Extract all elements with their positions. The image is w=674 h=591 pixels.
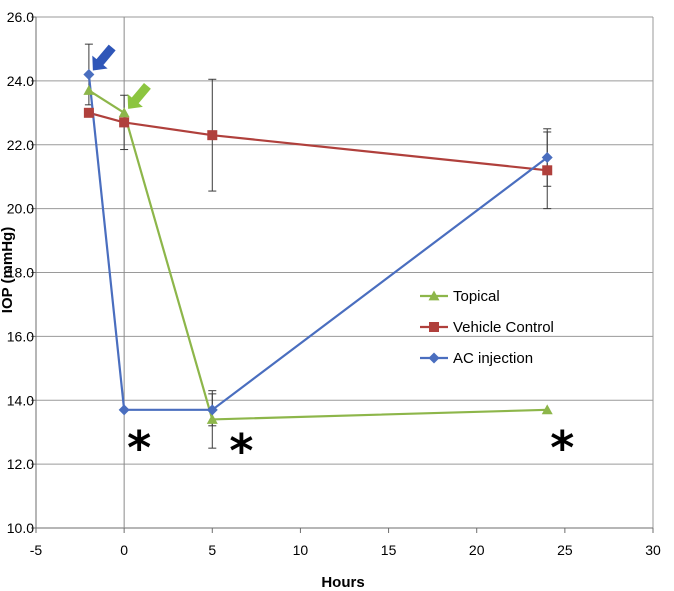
legend: Topical Vehicle Control AC injection <box>420 288 554 367</box>
y-tick-label: 14.0 <box>7 392 34 408</box>
data-point-vehicle-control <box>207 130 218 141</box>
data-point-ac-injection <box>541 152 553 164</box>
y-axis-title: IOP (mmHg) <box>0 227 16 313</box>
legend-label-topical: Topical <box>453 288 500 305</box>
y-tick-label: 12.0 <box>7 456 34 472</box>
significance-star: * <box>550 421 574 475</box>
legend-label-vehicle-control: Vehicle Control <box>453 319 554 336</box>
legend-marker-ac-injection <box>428 352 440 364</box>
error-bars <box>84 43 552 449</box>
data-point-topical <box>206 413 218 424</box>
arrow-shape <box>92 44 116 71</box>
x-tick-labels: -5 0 5 10 15 20 25 30 <box>30 542 661 558</box>
y-tick-label: 10.0 <box>7 520 34 536</box>
legend-marker-vehicle-control <box>429 322 439 332</box>
annotations: * * * <box>92 44 574 478</box>
significance-star: * <box>127 421 151 475</box>
data-point-topical <box>118 107 130 118</box>
x-tick-label: 0 <box>120 542 128 558</box>
series-line-ac-injection <box>87 74 548 411</box>
arrow-shape <box>127 82 151 109</box>
x-tick-label: 20 <box>469 542 485 558</box>
significance-star: * <box>229 424 253 478</box>
series-line-vehicle-control <box>88 111 548 172</box>
data-point-ac-injection <box>206 404 218 416</box>
x-tick-label: -5 <box>30 542 43 558</box>
data-point-vehicle-control <box>119 117 130 128</box>
series-line-topical <box>88 89 548 421</box>
y-tick-label: 22.0 <box>7 137 34 153</box>
y-tick-label: 18.0 <box>7 265 34 281</box>
x-tick-label: 25 <box>557 542 573 558</box>
y-tick-label: 26.0 <box>7 9 34 25</box>
gridlines <box>36 16 653 529</box>
legend-marker-topical <box>428 290 440 301</box>
data-point-vehicle-control <box>83 107 94 118</box>
data-point-ac-injection <box>83 68 95 80</box>
y-tick-label: 16.0 <box>7 328 34 344</box>
arrow-down-left-icon <box>127 82 151 109</box>
legend-label-ac-injection: AC injection <box>453 350 533 367</box>
data-point-topical <box>541 404 553 415</box>
data-points <box>83 68 553 424</box>
data-point-vehicle-control <box>542 165 553 176</box>
y-tick-label: 20.0 <box>7 201 34 217</box>
data-point-topical <box>83 84 95 95</box>
y-tick-labels: 10.0 12.0 14.0 16.0 18.0 20.0 22.0 24.0 26.0 <box>7 9 34 536</box>
x-tick-label: 30 <box>645 542 661 558</box>
series-lines <box>87 74 548 421</box>
x-tick-label: 10 <box>293 542 309 558</box>
x-axis-title: Hours <box>321 574 364 591</box>
data-point-ac-injection <box>118 404 130 416</box>
y-tick-label: 24.0 <box>7 73 34 89</box>
x-tick-label: 5 <box>208 542 216 558</box>
x-tick-label: 15 <box>381 542 397 558</box>
arrow-down-left-icon <box>92 44 116 71</box>
